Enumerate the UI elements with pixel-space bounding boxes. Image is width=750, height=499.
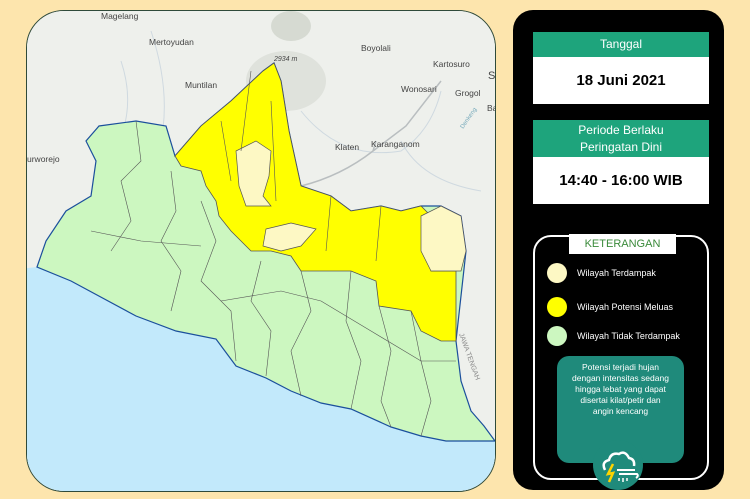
legend: KETERANGAN Wilayah Terdampak Wilayah Pot… bbox=[533, 234, 709, 480]
place-label: Wonosari bbox=[401, 84, 437, 94]
legend-item: Wilayah Terdampak bbox=[547, 263, 656, 283]
note-line: angin kencang bbox=[592, 406, 649, 416]
elevation-label: 2934 m bbox=[273, 56, 298, 63]
region-terdampak bbox=[420, 205, 467, 272]
legend-swatch bbox=[547, 326, 567, 346]
legend-title: KETERANGAN bbox=[569, 234, 676, 254]
date-value: 18 Juni 2021 bbox=[533, 57, 709, 104]
place-label: Klaten bbox=[335, 142, 359, 152]
warning-map: Magelang Mertoyudan Boyolali Kartosuro 2… bbox=[26, 10, 496, 492]
place-label: Karanganom bbox=[371, 139, 420, 149]
region-terdampak bbox=[235, 140, 272, 207]
note-line: disertai kilat/petir dan bbox=[580, 395, 661, 405]
period-value: 14:40 - 16:00 WIB bbox=[533, 157, 709, 204]
legend-label: Wilayah Tidak Terdampak bbox=[577, 331, 680, 341]
place-label: Ba bbox=[487, 103, 496, 113]
thunderstorm-wind-icon bbox=[593, 440, 643, 490]
sea bbox=[27, 267, 495, 491]
place-label: Muntilan bbox=[185, 80, 217, 90]
legend-label: Wilayah Terdampak bbox=[577, 268, 656, 278]
legend-swatch bbox=[547, 263, 567, 283]
legend-label: Wilayah Potensi Meluas bbox=[577, 302, 674, 312]
place-label: Mertoyudan bbox=[149, 37, 194, 47]
place-label: Kartosuro bbox=[433, 59, 470, 69]
legend-swatch bbox=[547, 297, 567, 317]
legend-item: Wilayah Tidak Terdampak bbox=[547, 326, 680, 346]
period-header-line: Peringatan Dini bbox=[579, 140, 663, 154]
note-line: hingga lebat yang dapat bbox=[575, 384, 666, 394]
place-label: S bbox=[488, 70, 495, 82]
info-panel: Tanggal 18 Juni 2021 Periode Berlaku Per… bbox=[513, 10, 724, 490]
region-potensi-meluas bbox=[174, 62, 457, 342]
note-line: dengan intensitas sedang bbox=[572, 373, 669, 383]
legend-item: Wilayah Potensi Meluas bbox=[547, 297, 673, 317]
place-label: Boyolali bbox=[361, 43, 391, 53]
place-label: Grogol bbox=[455, 88, 481, 98]
region-terdampak bbox=[262, 222, 317, 252]
period-header: Periode Berlaku Peringatan Dini bbox=[533, 120, 709, 157]
period-header-line: Periode Berlaku bbox=[578, 123, 664, 137]
place-label: urworejo bbox=[27, 154, 60, 164]
note-line: Potensi terjadi hujan bbox=[581, 362, 660, 372]
date-header: Tanggal bbox=[533, 32, 709, 57]
place-label: Magelang bbox=[101, 11, 139, 21]
